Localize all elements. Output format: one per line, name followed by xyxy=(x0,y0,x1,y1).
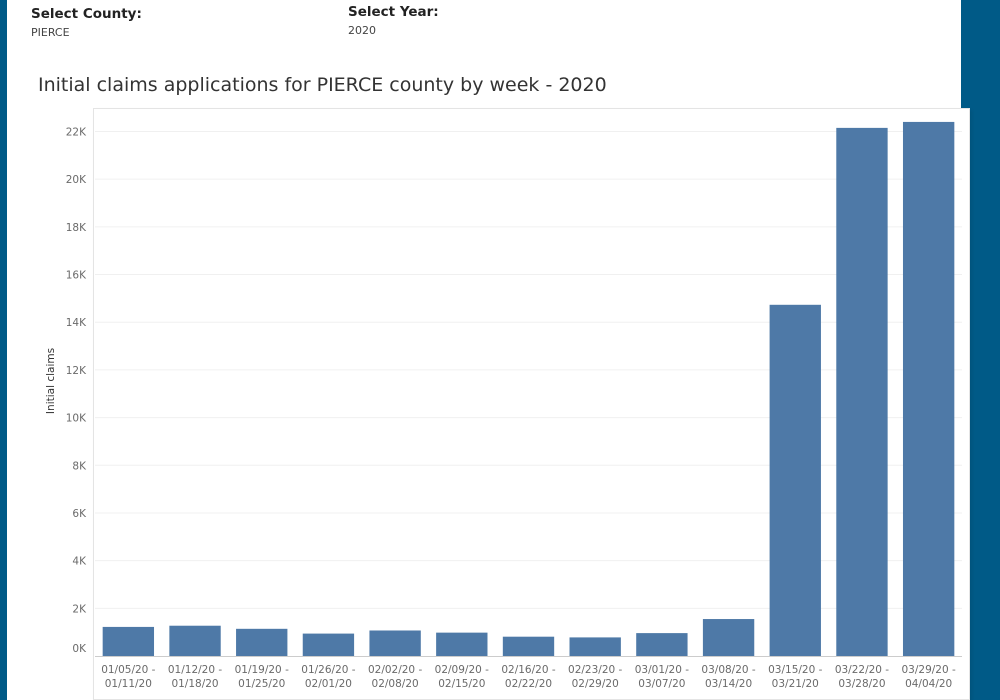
chart-frame xyxy=(93,108,970,700)
y-tick-label: 4K xyxy=(72,556,87,568)
y-tick-label: 6K xyxy=(72,508,87,520)
y-tick-label: 0K xyxy=(72,643,87,655)
bar[interactable] xyxy=(236,628,288,656)
bars xyxy=(102,121,955,657)
y-tick-label: 14K xyxy=(66,317,87,329)
year-filter-select[interactable]: 2020 xyxy=(348,24,376,37)
bar[interactable] xyxy=(902,121,955,657)
bar[interactable] xyxy=(636,633,688,656)
x-tick-label: 03/22/20 -03/28/20 xyxy=(835,664,889,690)
x-tick-label: 01/05/20 -01/11/20 xyxy=(101,664,155,690)
bar[interactable] xyxy=(436,632,488,656)
x-tick-labels: 01/05/20 -01/11/20 01/12/20 -01/18/20 01/1… xyxy=(101,664,956,690)
county-filter-label: Select County: xyxy=(31,6,142,22)
chart-title: Initial claims applications for PIERCE c… xyxy=(38,74,607,96)
x-tick-label: 02/16/20 -02/22/20 xyxy=(501,664,555,690)
y-tick-labels: 0K 2K 4K 6K 8K 10K 12K 14K 16K 18K 20K 22K xyxy=(66,126,87,655)
bar[interactable] xyxy=(369,630,421,656)
x-tick-label: 01/19/20 -01/25/20 xyxy=(235,664,289,690)
bar[interactable] xyxy=(569,637,621,656)
year-filter: Select Year: 2020 xyxy=(348,4,439,37)
y-tick-label: 18K xyxy=(66,222,87,234)
year-filter-label: Select Year: xyxy=(348,4,439,20)
x-tick-label: 03/08/20 -03/14/20 xyxy=(701,664,755,690)
y-tick-label: 12K xyxy=(66,365,87,377)
county-filter: Select County: PIERCE xyxy=(31,6,142,39)
y-axis-title: Initial claims xyxy=(45,348,57,414)
y-tick-label: 8K xyxy=(72,460,87,472)
x-tick-label: 02/02/20 -02/08/20 xyxy=(368,664,422,690)
y-tick-label: 20K xyxy=(66,174,87,186)
y-tick-label: 2K xyxy=(72,603,87,615)
x-tick-label: 02/23/20 -02/29/20 xyxy=(568,664,622,690)
bar[interactable] xyxy=(502,636,555,656)
x-tick-label: 01/12/20 -01/18/20 xyxy=(168,664,222,690)
bar[interactable] xyxy=(836,127,888,657)
x-tick-label: 03/29/20 -04/04/20 xyxy=(902,664,956,690)
x-tick-label: 03/15/20 -03/21/20 xyxy=(768,664,822,690)
x-tick-label: 02/09/20 -02/15/20 xyxy=(435,664,489,690)
bar[interactable] xyxy=(702,619,755,656)
gridlines xyxy=(95,130,962,609)
bar[interactable] xyxy=(302,633,355,656)
x-tick-label: 03/01/20 -03/07/20 xyxy=(635,664,689,690)
bar[interactable] xyxy=(169,625,221,656)
y-tick-label: 22K xyxy=(66,126,87,138)
county-filter-select[interactable]: PIERCE xyxy=(31,26,70,39)
bar[interactable] xyxy=(769,304,821,656)
y-tick-label: 10K xyxy=(66,413,87,425)
x-tick-label: 01/26/20 -02/01/20 xyxy=(301,664,355,690)
y-tick-label: 16K xyxy=(66,270,87,282)
left-side-panel xyxy=(0,0,7,700)
bar[interactable] xyxy=(102,626,155,656)
